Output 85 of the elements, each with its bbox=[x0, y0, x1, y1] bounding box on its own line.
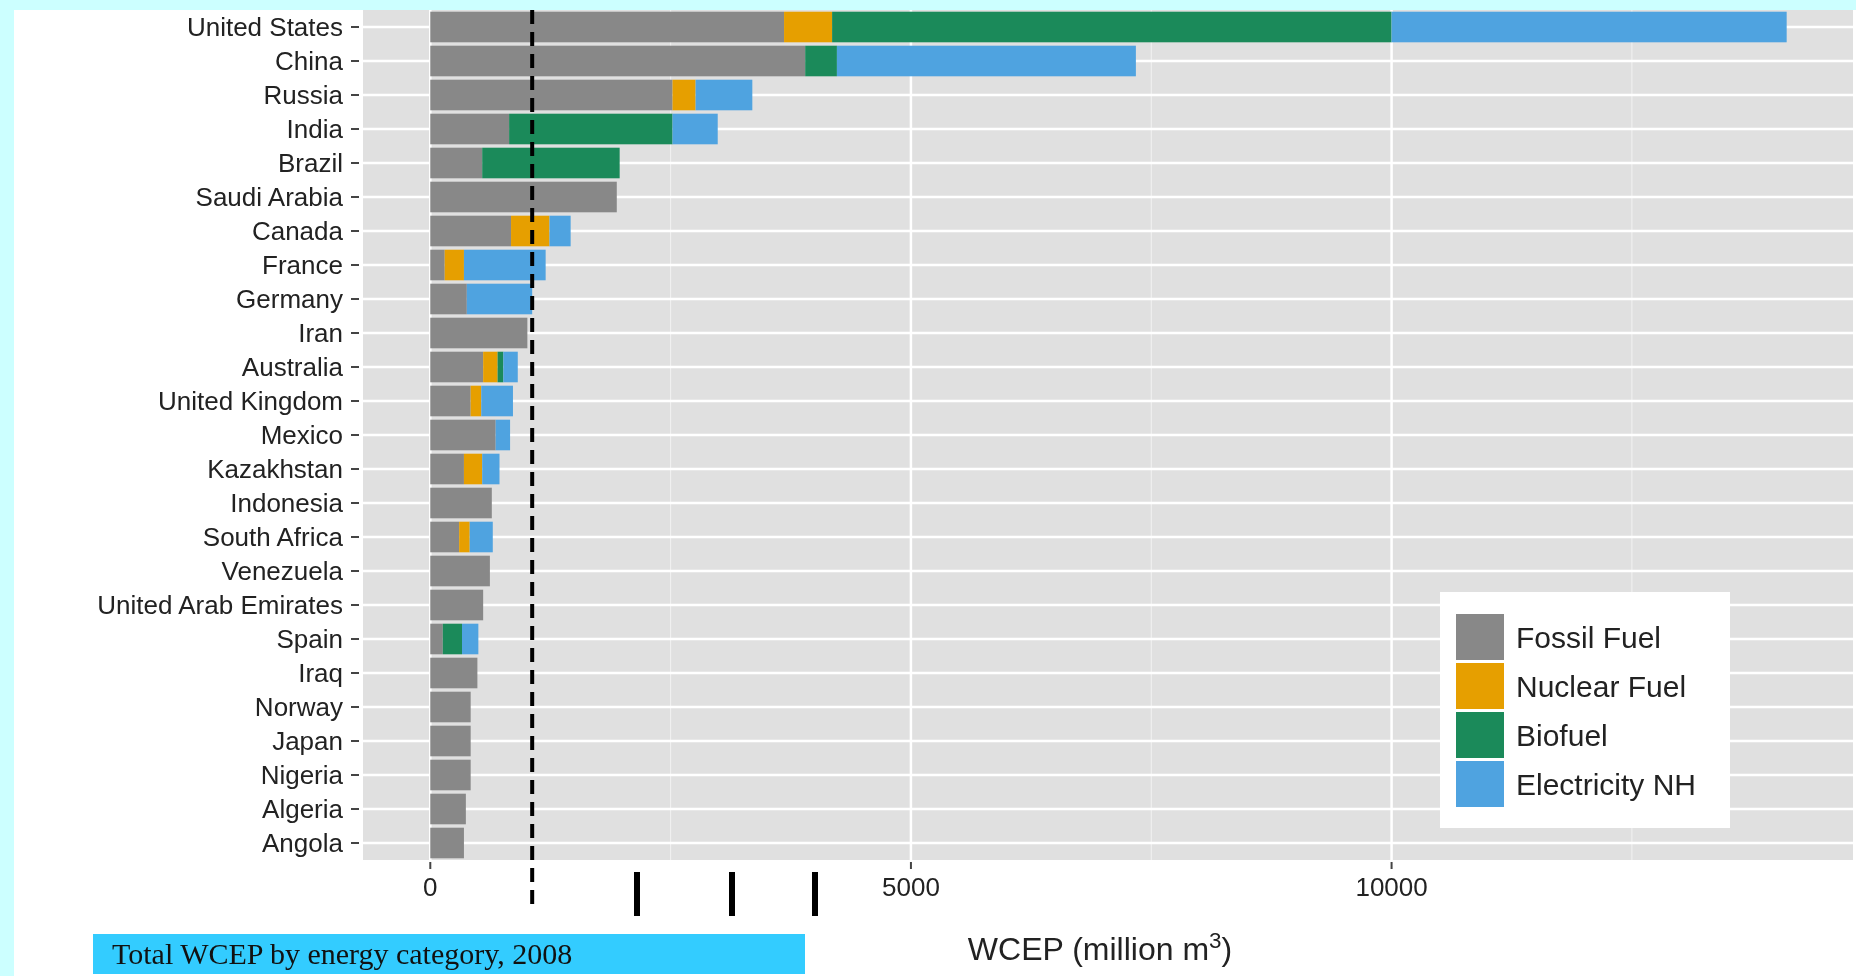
bar bbox=[444, 249, 464, 281]
y-tick-label: Spain bbox=[276, 624, 343, 655]
bar bbox=[430, 181, 617, 213]
y-tick-label: Mexico bbox=[260, 420, 343, 451]
y-tick-label: United Arab Emirates bbox=[97, 590, 343, 621]
y-tick-label: Brazil bbox=[277, 148, 343, 179]
bar bbox=[442, 623, 463, 655]
bar bbox=[832, 11, 1392, 43]
bar bbox=[430, 11, 785, 43]
bar bbox=[483, 351, 498, 383]
y-tick-label: Japan bbox=[272, 726, 343, 757]
y-tick-label: Norway bbox=[254, 692, 343, 723]
bar bbox=[462, 623, 479, 655]
y-tick-label: Indonesia bbox=[230, 488, 344, 519]
bar bbox=[466, 283, 533, 315]
y-tick-label: Angola bbox=[262, 828, 344, 859]
x-tick-label: 5000 bbox=[882, 872, 940, 902]
bar bbox=[430, 215, 512, 247]
y-tick-label: United Kingdom bbox=[158, 386, 343, 417]
bar bbox=[430, 487, 492, 519]
y-tick-label: France bbox=[262, 250, 343, 281]
legend-label: Fossil Fuel bbox=[1516, 620, 1662, 654]
bar bbox=[430, 759, 471, 791]
bar bbox=[430, 623, 443, 655]
bar bbox=[672, 113, 718, 145]
legend-label: Nuclear Fuel bbox=[1516, 669, 1687, 703]
bar bbox=[481, 385, 513, 417]
legend-label: Biofuel bbox=[1516, 718, 1608, 752]
bar bbox=[430, 589, 484, 621]
y-tick-label: Nigeria bbox=[260, 760, 344, 791]
y-tick-label: Australia bbox=[241, 352, 344, 383]
bar bbox=[430, 555, 490, 587]
y-tick-label: Germany bbox=[236, 284, 343, 315]
bar bbox=[459, 521, 470, 553]
y-tick-label: South Africa bbox=[202, 522, 344, 553]
bar bbox=[463, 453, 483, 485]
bar bbox=[430, 725, 471, 757]
y-tick-label: China bbox=[275, 46, 344, 77]
bar bbox=[470, 385, 482, 417]
x-tick-label: 0 bbox=[423, 872, 438, 902]
bar bbox=[430, 147, 483, 179]
y-tick-label: Kazakhstan bbox=[207, 454, 343, 485]
bar bbox=[695, 79, 753, 111]
y-tick-label: Canada bbox=[251, 216, 344, 247]
bar bbox=[430, 419, 496, 451]
bar bbox=[511, 215, 550, 247]
bar bbox=[430, 827, 464, 859]
bar bbox=[784, 11, 833, 43]
text: Total WCEP by energy category, 2008 bbox=[112, 937, 573, 970]
bar bbox=[469, 521, 493, 553]
bar bbox=[430, 657, 478, 689]
bar bbox=[495, 419, 511, 451]
bar bbox=[463, 249, 546, 281]
bar bbox=[549, 215, 571, 247]
bar bbox=[430, 351, 484, 383]
bar bbox=[430, 45, 806, 77]
bar bbox=[836, 45, 1136, 77]
y-tick-label: Saudi Arabia bbox=[195, 182, 344, 213]
bar bbox=[430, 453, 464, 485]
legend-label: Electricity NH bbox=[1516, 767, 1697, 801]
bar bbox=[430, 317, 528, 349]
bar bbox=[805, 45, 837, 77]
bar bbox=[430, 283, 467, 315]
y-tick-label: United States bbox=[186, 12, 343, 43]
bar bbox=[430, 521, 460, 553]
bar bbox=[430, 113, 510, 145]
y-tick-label: Algeria bbox=[262, 794, 344, 825]
bar bbox=[482, 453, 500, 485]
y-tick-label: India bbox=[286, 114, 344, 145]
x-axis-title: WCEP (million m$^{3}$) bbox=[967, 927, 1233, 967]
bar bbox=[509, 113, 673, 145]
x-tick-label: 10000 bbox=[1355, 872, 1428, 902]
bar bbox=[1391, 11, 1787, 43]
bar bbox=[672, 79, 696, 111]
bar bbox=[482, 147, 620, 179]
y-tick-label: Iran bbox=[298, 318, 343, 349]
bar bbox=[430, 385, 471, 417]
bar bbox=[430, 793, 466, 825]
bar bbox=[430, 79, 673, 111]
y-tick-label: Iraq bbox=[298, 658, 343, 689]
y-tick-label: Russia bbox=[263, 80, 344, 111]
bar bbox=[430, 691, 471, 723]
y-tick-label: Venezuela bbox=[221, 556, 344, 587]
bar bbox=[503, 351, 518, 383]
bar bbox=[430, 249, 445, 281]
